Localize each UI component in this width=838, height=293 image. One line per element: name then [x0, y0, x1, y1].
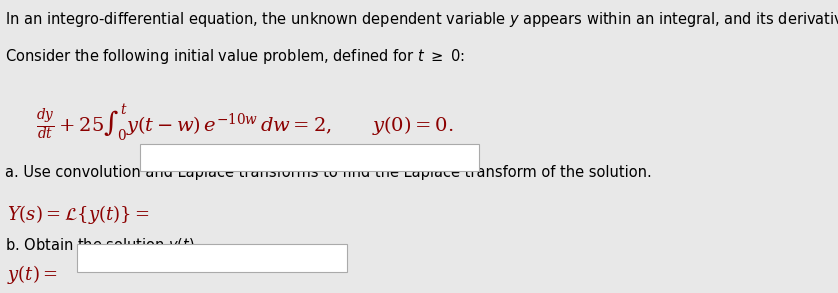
- Text: b. Obtain the solution $\it{y(t)}$.: b. Obtain the solution $\it{y(t)}$.: [5, 236, 199, 255]
- FancyBboxPatch shape: [77, 244, 348, 272]
- FancyBboxPatch shape: [140, 144, 479, 171]
- Text: a. Use convolution and Laplace transforms to find the Laplace transform of the s: a. Use convolution and Laplace transform…: [5, 165, 652, 180]
- Text: $\frac{dy}{dt} + 25\int_0^t y(t-w)\,e^{-10w}\,dw = 2,$$\qquad y(0) = 0.$: $\frac{dy}{dt} + 25\int_0^t y(t-w)\,e^{-…: [36, 102, 454, 144]
- Text: In an integro-differential equation, the unknown dependent variable $\it{y}$ app: In an integro-differential equation, the…: [5, 10, 838, 29]
- Text: $y(t) =$: $y(t) =$: [8, 263, 58, 286]
- Text: Consider the following initial value problem, defined for $\it{t}$ $\geq$ 0:: Consider the following initial value pro…: [5, 47, 465, 67]
- Text: $Y(s) = \mathcal{L}\{y(t)\} =$: $Y(s) = \mathcal{L}\{y(t)\} =$: [8, 203, 150, 226]
